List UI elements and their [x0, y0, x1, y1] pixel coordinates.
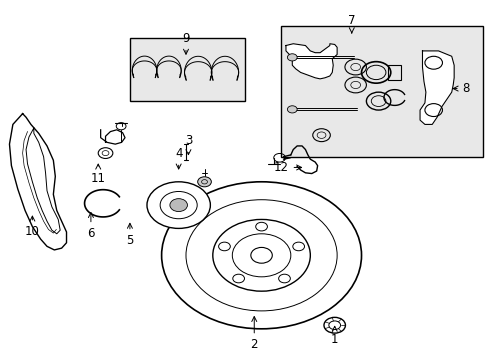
Bar — [387, 65, 400, 80]
Circle shape — [147, 182, 210, 228]
Text: 3: 3 — [184, 134, 192, 155]
Text: 11: 11 — [91, 164, 105, 185]
Text: 1: 1 — [330, 326, 338, 346]
Polygon shape — [285, 44, 336, 79]
Circle shape — [250, 247, 272, 263]
Circle shape — [197, 177, 211, 187]
Bar — [281, 26, 483, 157]
Circle shape — [212, 220, 310, 291]
Text: 7: 7 — [347, 14, 355, 33]
Circle shape — [287, 54, 297, 61]
Text: 4: 4 — [175, 147, 182, 169]
Text: 2: 2 — [250, 316, 258, 351]
Text: 9: 9 — [182, 32, 189, 54]
Text: 8: 8 — [452, 82, 469, 95]
Text: 12: 12 — [273, 161, 301, 174]
Circle shape — [169, 199, 187, 212]
Text: 5: 5 — [126, 223, 133, 247]
Text: 10: 10 — [25, 216, 40, 238]
Text: 6: 6 — [87, 212, 95, 240]
Circle shape — [287, 106, 297, 113]
Polygon shape — [9, 114, 66, 250]
Bar — [130, 39, 244, 101]
Polygon shape — [419, 51, 453, 125]
